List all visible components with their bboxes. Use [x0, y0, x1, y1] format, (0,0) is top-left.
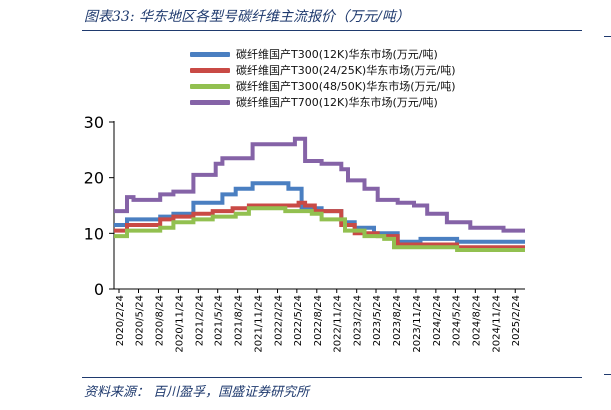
x-tick-label: 2024/5/24 — [451, 295, 462, 346]
x-tick-label: 2021/8/24 — [234, 295, 245, 346]
legend-item-t300-24k: 碳纤维国产T300(24/25K)华东市场(万元/吨) — [190, 62, 456, 78]
legend-swatch-t300-12k — [190, 51, 230, 57]
x-tick-label: 2021/11/24 — [254, 295, 265, 353]
x-tick-label: 2024/8/24 — [471, 295, 482, 346]
x-tick-label: 2022/5/24 — [293, 295, 304, 346]
legend-label-t300-12k: 碳纤维国产T300(12K)华东市场(万元/吨) — [236, 48, 438, 61]
page-edge-mark — [604, 374, 611, 375]
x-tick-label: 2020/8/24 — [154, 295, 165, 346]
x-tick-label: 2022/11/24 — [333, 295, 344, 353]
figure-title: 图表33: 华东地区各型号碳纤维主流报价（万元/吨） — [84, 9, 410, 25]
legend-item-t300-12k: 碳纤维国产T300(12K)华东市场(万元/吨) — [190, 46, 456, 62]
x-tick-label: 2024/11/24 — [491, 295, 502, 353]
y-tick-label: 10 — [84, 224, 104, 243]
x-tick-label: 2021/2/24 — [194, 295, 205, 346]
source-note: 资料来源： 百川盈孚，国盛证券研究所 — [84, 385, 310, 400]
source-rule — [82, 377, 582, 378]
series-line-1 — [114, 200, 525, 250]
y-tick-label: 30 — [84, 113, 104, 132]
series-line-2 — [114, 206, 525, 252]
x-tick-label: 2023/5/24 — [372, 295, 383, 346]
y-tick-label: 0 — [94, 280, 104, 299]
y-tick-label: 20 — [84, 169, 104, 188]
x-tick-label: 2022/2/24 — [274, 295, 285, 346]
legend-item-t300-48k: 碳纤维国产T300(48/50K)华东市场(万元/吨) — [190, 78, 456, 94]
legend-swatch-t300-48k — [190, 83, 230, 89]
x-tick-label: 2021/5/24 — [214, 295, 225, 346]
legend-label-t300-24k: 碳纤维国产T300(24/25K)华东市场(万元/吨) — [236, 64, 456, 77]
x-tick-label: 2020/11/24 — [174, 295, 185, 353]
x-tick-label: 2024/2/24 — [432, 295, 443, 346]
x-tick-label: 2020/5/24 — [135, 295, 146, 346]
page-edge-mark — [604, 36, 611, 37]
legend-label-t300-48k: 碳纤维国产T300(48/50K)华东市场(万元/吨) — [236, 80, 456, 93]
legend-swatch-t700-12k — [190, 99, 230, 105]
x-tick-label: 2023/11/24 — [412, 295, 423, 353]
title-rule — [82, 30, 582, 31]
x-tick-label: 2023/8/24 — [392, 295, 403, 346]
chart-legend: 碳纤维国产T300(12K)华东市场(万元/吨) 碳纤维国产T300(24/25… — [190, 46, 456, 110]
x-tick-label: 2022/8/24 — [313, 295, 324, 346]
legend-item-t700-12k: 碳纤维国产T700(12K)华东市场(万元/吨) — [190, 94, 456, 110]
x-tick-label: 2020/2/24 — [115, 295, 126, 346]
legend-label-t700-12k: 碳纤维国产T700(12K)华东市场(万元/吨) — [236, 96, 438, 109]
legend-swatch-t300-24k — [190, 67, 230, 73]
x-tick-label: 2025/2/24 — [511, 295, 522, 346]
price-line-chart: 0 10 20 30 2020/2/24 2020/5/24 2020/8/24 2020/1… — [84, 113, 525, 353]
series-line-3 — [114, 136, 525, 233]
x-tick-label: 2023/2/24 — [353, 295, 364, 346]
